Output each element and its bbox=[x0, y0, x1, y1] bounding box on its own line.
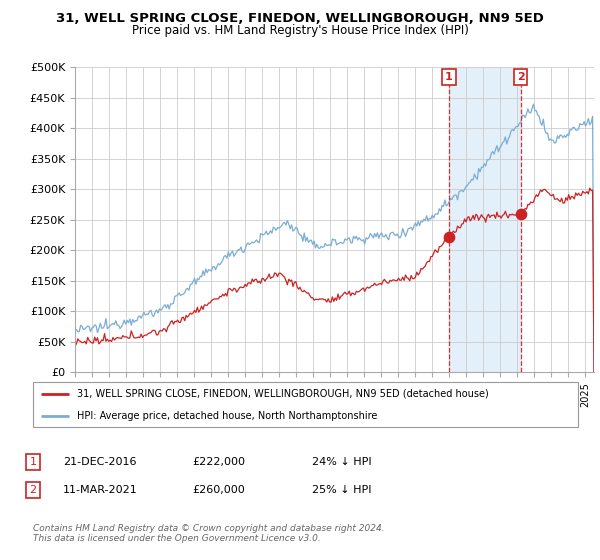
Text: 24% ↓ HPI: 24% ↓ HPI bbox=[312, 457, 371, 467]
Text: 11-MAR-2021: 11-MAR-2021 bbox=[63, 485, 138, 495]
Text: Contains HM Land Registry data © Crown copyright and database right 2024.
This d: Contains HM Land Registry data © Crown c… bbox=[33, 524, 385, 543]
Text: 2: 2 bbox=[29, 485, 37, 495]
Text: Price paid vs. HM Land Registry's House Price Index (HPI): Price paid vs. HM Land Registry's House … bbox=[131, 24, 469, 37]
Text: 1: 1 bbox=[29, 457, 37, 467]
Text: 2: 2 bbox=[517, 72, 524, 82]
Text: 31, WELL SPRING CLOSE, FINEDON, WELLINGBOROUGH, NN9 5ED (detached house): 31, WELL SPRING CLOSE, FINEDON, WELLINGB… bbox=[77, 389, 488, 399]
Text: 1: 1 bbox=[445, 72, 453, 82]
Text: £222,000: £222,000 bbox=[192, 457, 245, 467]
FancyBboxPatch shape bbox=[33, 382, 578, 427]
Text: 25% ↓ HPI: 25% ↓ HPI bbox=[312, 485, 371, 495]
Text: £260,000: £260,000 bbox=[192, 485, 245, 495]
Text: 31, WELL SPRING CLOSE, FINEDON, WELLINGBOROUGH, NN9 5ED: 31, WELL SPRING CLOSE, FINEDON, WELLINGB… bbox=[56, 12, 544, 25]
Point bbox=[444, 232, 454, 241]
Point bbox=[516, 209, 526, 218]
Text: HPI: Average price, detached house, North Northamptonshire: HPI: Average price, detached house, Nort… bbox=[77, 410, 377, 421]
Bar bbox=[449, 67, 521, 372]
Text: 21-DEC-2016: 21-DEC-2016 bbox=[63, 457, 137, 467]
